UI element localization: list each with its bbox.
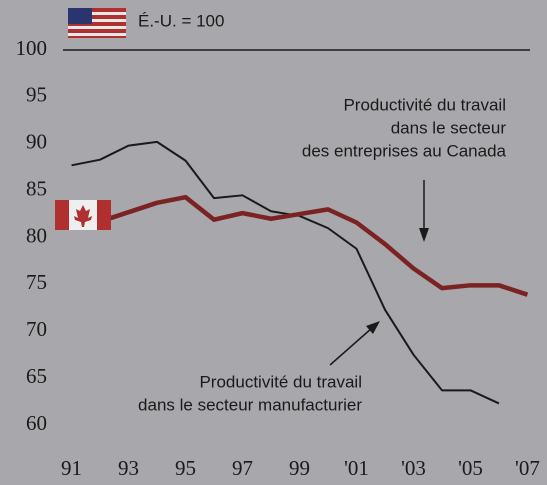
y-tick-label: 80	[26, 223, 47, 247]
y-tick-label: 85	[26, 176, 47, 200]
y-tick-label: 100	[16, 36, 48, 60]
x-tick-label: '07	[515, 456, 540, 480]
x-tick-label: '01	[344, 456, 369, 480]
series-line	[71, 140, 500, 405]
annotation: Productivité du travail	[199, 372, 362, 391]
us-flag	[68, 8, 126, 38]
canada-flag	[55, 200, 111, 230]
annotation: dans le secteur	[391, 118, 507, 137]
x-tick-label: 99	[289, 456, 310, 480]
arrows	[329, 180, 429, 366]
reference-label: É.-U. = 100	[138, 11, 224, 30]
x-tick-label: '03	[401, 456, 426, 480]
series-line	[71, 194, 529, 297]
y-tick-label: 90	[26, 130, 47, 154]
annotation: Productivité du travail	[343, 95, 506, 114]
y-tick-label: 70	[26, 317, 47, 341]
x-tick-label: 91	[61, 456, 82, 480]
y-tick-label: 75	[26, 270, 47, 294]
x-tick-label: '05	[458, 456, 483, 480]
y-tick-label: 60	[26, 411, 47, 435]
annotation: des entreprises au Canada	[302, 141, 507, 160]
x-tick-label: 97	[232, 456, 253, 480]
annotation: dans le secteur manufacturier	[138, 395, 362, 414]
y-tick-label: 95	[26, 83, 47, 107]
y-tick-label: 65	[26, 364, 47, 388]
x-tick-label: 95	[175, 456, 196, 480]
x-tick-label: 93	[118, 456, 139, 480]
